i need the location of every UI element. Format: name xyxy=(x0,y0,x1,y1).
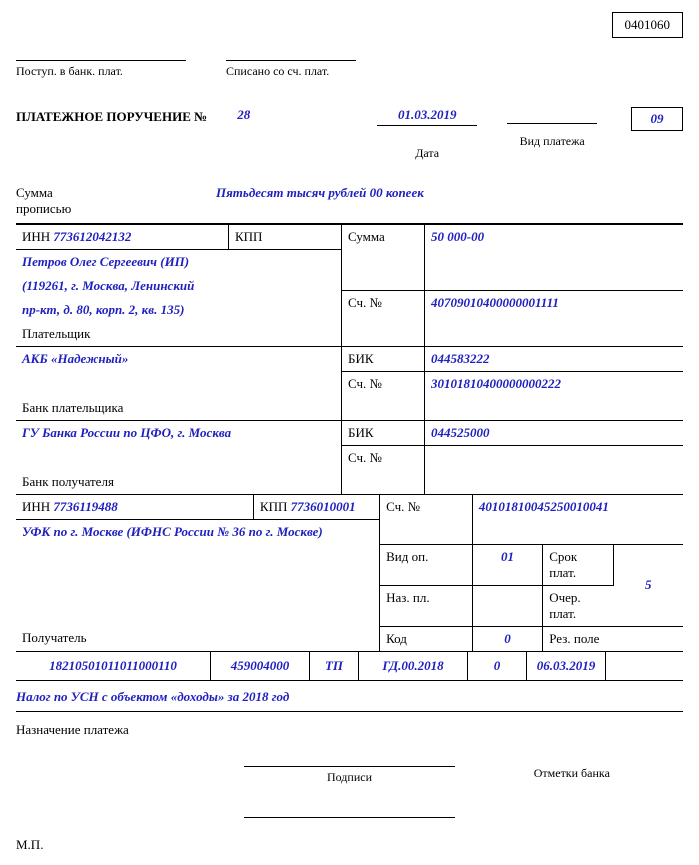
doc-title: ПЛАТЕЖНОЕ ПОРУЧЕНИЕ № xyxy=(16,107,207,125)
tax-docdate: 06.03.2019 xyxy=(527,652,606,680)
purpose-label: Назначение платежа xyxy=(16,722,683,738)
sum-words-value: Пятьдесят тысяч рублей 00 копеек xyxy=(216,185,424,217)
payer-label: Плательщик xyxy=(16,322,342,347)
vid-op: 01 xyxy=(472,544,542,585)
status-code: 09 xyxy=(631,107,683,131)
recv-inn: ИНН 7736119488 xyxy=(16,495,253,520)
naz-pl-label: Наз. пл. xyxy=(380,585,473,626)
recv-name: УФК по г. Москве (ИФНС России № 36 по г.… xyxy=(16,520,380,545)
tax-osn: ТП xyxy=(310,652,359,680)
payer-bank-bik: 044583222 xyxy=(425,347,684,372)
payer-inn: ИНН 773612042132 xyxy=(16,225,229,250)
tax-period: ГД.00.2018 xyxy=(359,652,468,680)
kod-label: Код xyxy=(380,626,473,651)
payer-sch: 40709010400000001111 xyxy=(425,290,684,322)
recv-bank-label: Банк получателя xyxy=(16,470,342,495)
payer-bank-name: АКБ «Надежный» xyxy=(16,347,342,372)
doc-date: 01.03.2019 xyxy=(377,107,477,126)
payer-bank-bik-label: БИК xyxy=(342,347,425,372)
postup-block: Поступ. в банк. плат. xyxy=(16,44,186,79)
ocher-value: 5 xyxy=(613,544,683,626)
kod-value: 0 xyxy=(472,626,542,651)
payer-kpp-label: КПП xyxy=(229,225,342,250)
recv-bank-sch-label: Сч. № xyxy=(342,446,425,471)
bank-marks-label: Отметки банка xyxy=(461,748,683,821)
tax-oktmo: 459004000 xyxy=(211,652,310,680)
ocher-label: Очер. плат. xyxy=(543,585,613,626)
recv-bank-name: ГУ Банка России по ЦФО, г. Москва xyxy=(16,421,342,446)
srok-label: Срок плат. xyxy=(543,544,613,585)
vid-label: Вид платежа xyxy=(507,134,597,149)
date-label: Дата xyxy=(377,146,477,161)
tax-kbk: 18210501011011000110 xyxy=(16,652,211,680)
recv-sch-label: Сч. № xyxy=(380,495,473,520)
spisano-block: Списано со сч. плат. xyxy=(226,44,356,79)
payer-name: Петров Олег Сергеевич (ИП) (119261, г. М… xyxy=(16,250,342,323)
spisano-label: Списано со сч. плат. xyxy=(226,64,356,79)
recv-bank-bik: 044525000 xyxy=(425,421,684,446)
form-code: 0401060 xyxy=(612,12,684,38)
payer-bank-sch: 30101810400000000222 xyxy=(425,372,684,397)
payer-sum: 50 000-00 xyxy=(425,225,684,250)
sum-words-label: Сумма прописью xyxy=(16,185,216,217)
tax-row: 18210501011011000110 459004000 ТП ГД.00.… xyxy=(16,652,683,681)
recv-sch: 40101810045250010041 xyxy=(472,495,683,520)
payer-bank-sch-label: Сч. № xyxy=(342,372,425,397)
vid-op-label: Вид оп. xyxy=(380,544,473,585)
doc-number: 28 xyxy=(237,107,317,125)
rez-label: Рез. поле xyxy=(543,626,613,651)
postup-label: Поступ. в банк. плат. xyxy=(16,64,186,79)
recv-label: Получатель xyxy=(16,626,380,651)
signatures-label: Подписи xyxy=(238,770,460,785)
payer-sch-label: Сч. № xyxy=(342,290,425,322)
purpose-text: Налог по УСН с объектом «доходы» за 2018… xyxy=(16,681,683,712)
tax-docnum: 0 xyxy=(468,652,527,680)
payer-bank-label: Банк плательщика xyxy=(16,396,342,421)
mp-label: М.П. xyxy=(16,837,683,853)
recv-kpp: КПП 7736010001 xyxy=(253,495,379,520)
payer-sum-label: Сумма xyxy=(342,225,425,250)
recv-bank-bik-label: БИК xyxy=(342,421,425,446)
